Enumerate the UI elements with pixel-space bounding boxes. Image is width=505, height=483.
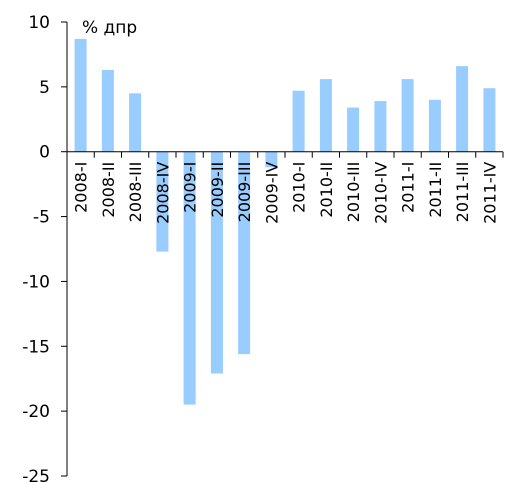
y-tick-label-10: 10 xyxy=(28,13,50,33)
bar-2010-III xyxy=(347,107,360,152)
x-tick-label-2009-IV: 2009-IV xyxy=(262,162,281,224)
x-tick-label-2009-II: 2009-II xyxy=(208,162,227,218)
y-tick-label--10: -10 xyxy=(22,272,50,292)
x-tick-label-2010-I: 2010-I xyxy=(290,162,309,213)
bar-2011-II xyxy=(428,99,441,152)
y-tick-label--5: -5 xyxy=(33,208,50,228)
bar-2011-IV xyxy=(483,88,496,152)
x-tick-label-2010-II: 2010-II xyxy=(317,162,336,218)
axes-layer xyxy=(61,21,504,477)
y-tick-label--20: -20 xyxy=(22,402,50,422)
x-tick-label-2011-I: 2011-I xyxy=(399,162,418,213)
y-tick-label-5: 5 xyxy=(39,78,50,98)
bar-2009-II xyxy=(210,151,223,374)
y-tick-label-0: 0 xyxy=(39,143,50,163)
x-tick-label-2008-I: 2008-I xyxy=(72,162,91,213)
x-tick-label-2008-II: 2008-II xyxy=(99,162,118,218)
bar-2008-III xyxy=(129,93,142,152)
x-tick-label-2011-III: 2011-III xyxy=(453,162,472,223)
bar-2010-I xyxy=(292,90,305,152)
x-tick-label-2010-IV: 2010-IV xyxy=(371,162,390,224)
bars-layer xyxy=(74,38,496,405)
bar-2009-I xyxy=(183,151,196,405)
bar-2011-III xyxy=(456,66,469,152)
x-tick-label-2011-II: 2011-II xyxy=(426,162,445,218)
bar-2009-III xyxy=(238,151,251,355)
x-tick-label-2011-IV: 2011-IV xyxy=(480,162,499,224)
unit-label: % дпр xyxy=(82,18,137,38)
labels-layer: 10 5 0 -5 -10 -15 -20 -25 2008-I 2008-II 2008-III 2… xyxy=(22,13,499,483)
bar-2011-I xyxy=(401,79,414,152)
x-tick-label-2009-III: 2009-III xyxy=(235,162,254,223)
bar-2009-IV xyxy=(265,151,278,168)
x-tick-label-2008-III: 2008-III xyxy=(126,162,145,223)
x-tick-label-2009-I: 2009-I xyxy=(181,162,200,213)
bar-2008-IV xyxy=(156,151,169,252)
bar-2008-I xyxy=(74,38,87,152)
x-tick-label-2010-III: 2010-III xyxy=(344,162,363,223)
y-tick-label--15: -15 xyxy=(22,337,50,357)
bar-2010-II xyxy=(319,79,332,152)
bar-2008-II xyxy=(101,70,114,152)
y-tick-label--25: -25 xyxy=(22,467,50,483)
x-tick-label-2008-IV: 2008-IV xyxy=(153,162,172,224)
bar-2010-IV xyxy=(374,101,387,152)
